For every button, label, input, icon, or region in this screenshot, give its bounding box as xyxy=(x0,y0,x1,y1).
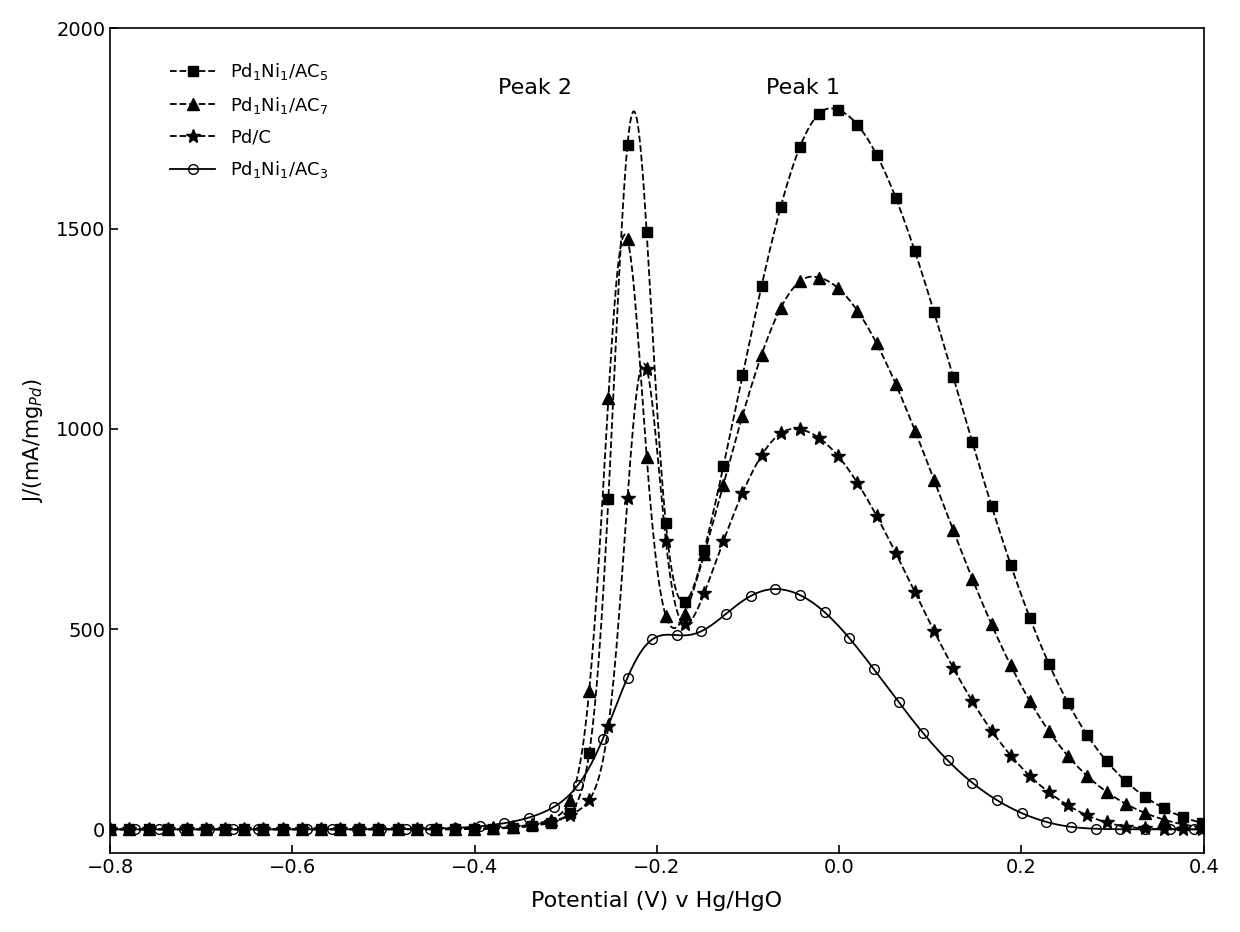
X-axis label: Potential (V) v Hg/HgO: Potential (V) v Hg/HgO xyxy=(532,891,782,911)
Y-axis label: J/(mA/mg$_{Pd}$): J/(mA/mg$_{Pd}$) xyxy=(21,378,45,503)
Legend: Pd$_1$Ni$_1$/AC$_5$, Pd$_1$Ni$_1$/AC$_7$, Pd/C, Pd$_1$Ni$_1$/AC$_3$: Pd$_1$Ni$_1$/AC$_5$, Pd$_1$Ni$_1$/AC$_7$… xyxy=(162,54,335,187)
Text: Peak 1: Peak 1 xyxy=(766,78,841,99)
Text: Peak 2: Peak 2 xyxy=(498,78,573,99)
